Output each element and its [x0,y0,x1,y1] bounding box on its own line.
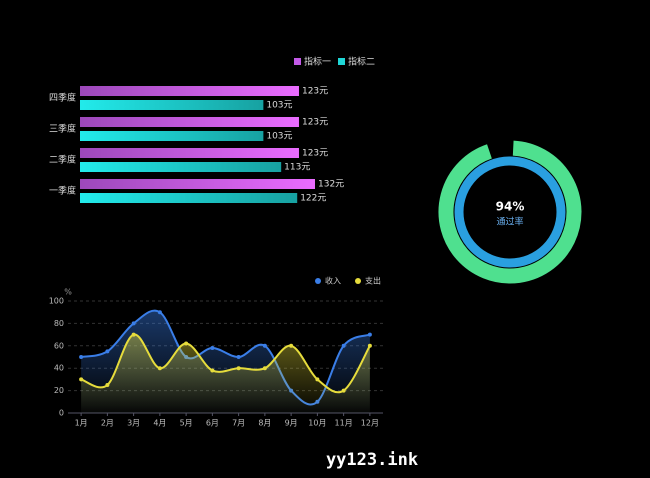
value-label: 103元 [266,132,292,142]
x-tick-label: 12月 [361,419,379,428]
category-label: 三季度 [49,123,76,135]
point [184,341,189,346]
point [157,310,162,315]
x-tick-label: 1月 [75,419,88,428]
bar [80,148,299,158]
value-label: 103元 [266,101,292,111]
point [210,346,215,351]
y-tick-label: 100 [49,297,64,306]
point [105,349,110,354]
category-label: 二季度 [49,154,76,166]
point [289,343,294,348]
gauge-value: 94% [496,200,525,214]
area [81,334,370,413]
point [262,343,267,348]
legend-label: 收入 [325,276,341,286]
point [131,321,136,326]
x-tick-label: 10月 [308,419,326,428]
gauge-arc [438,140,582,284]
value-label: 122元 [300,194,326,204]
bar [80,162,282,172]
value-label: 123元 [302,87,328,97]
category-label: 四季度 [49,92,76,104]
value-label: 113元 [284,163,310,173]
y-tick-label: 0 [59,409,64,418]
value-label: 123元 [302,118,328,128]
legend-marker [355,278,361,284]
x-tick-label: 5月 [180,419,193,428]
point [210,368,215,373]
y-axis-label: % [64,288,72,297]
value-label: 132元 [318,180,344,190]
y-tick-label: 80 [54,319,64,328]
y-tick-label: 60 [54,341,64,350]
point [262,366,267,371]
point [236,355,241,359]
bar [80,131,264,141]
y-tick-label: 20 [54,386,64,395]
bar [80,86,299,96]
point [79,355,84,359]
point [367,343,372,348]
x-tick-label: 3月 [127,419,140,428]
bar [80,193,298,203]
legend-marker [315,278,321,284]
y-tick-label: 40 [54,364,64,373]
legend-label: 支出 [365,276,381,286]
value-label: 123元 [302,149,328,159]
x-tick-label: 9月 [285,419,298,428]
x-tick-label: 6月 [206,419,219,428]
bar [80,117,299,127]
point [236,366,241,371]
legend-swatch [338,58,345,65]
point [157,366,162,371]
line [80,333,371,394]
watermark: yy123.ink [326,450,418,470]
point [367,332,372,337]
point [131,332,136,337]
category-label: 一季度 [49,185,76,197]
x-tick-label: 4月 [153,419,166,428]
legend-swatch [294,58,301,65]
point [315,377,320,382]
point [341,343,346,348]
x-tick-label: 7月 [232,419,245,428]
x-tick-label: 2月 [101,419,114,428]
x-tick-label: 11月 [335,419,353,428]
legend-label: 指标二 [348,56,375,68]
bar [80,179,315,189]
point [341,388,346,393]
x-tick-label: 8月 [258,419,271,428]
gauge-track [454,156,566,268]
bar [80,100,264,110]
point [79,377,84,382]
legend-label: 指标一 [304,56,331,68]
gauge-label: 通过率 [496,216,523,228]
point [105,383,110,387]
